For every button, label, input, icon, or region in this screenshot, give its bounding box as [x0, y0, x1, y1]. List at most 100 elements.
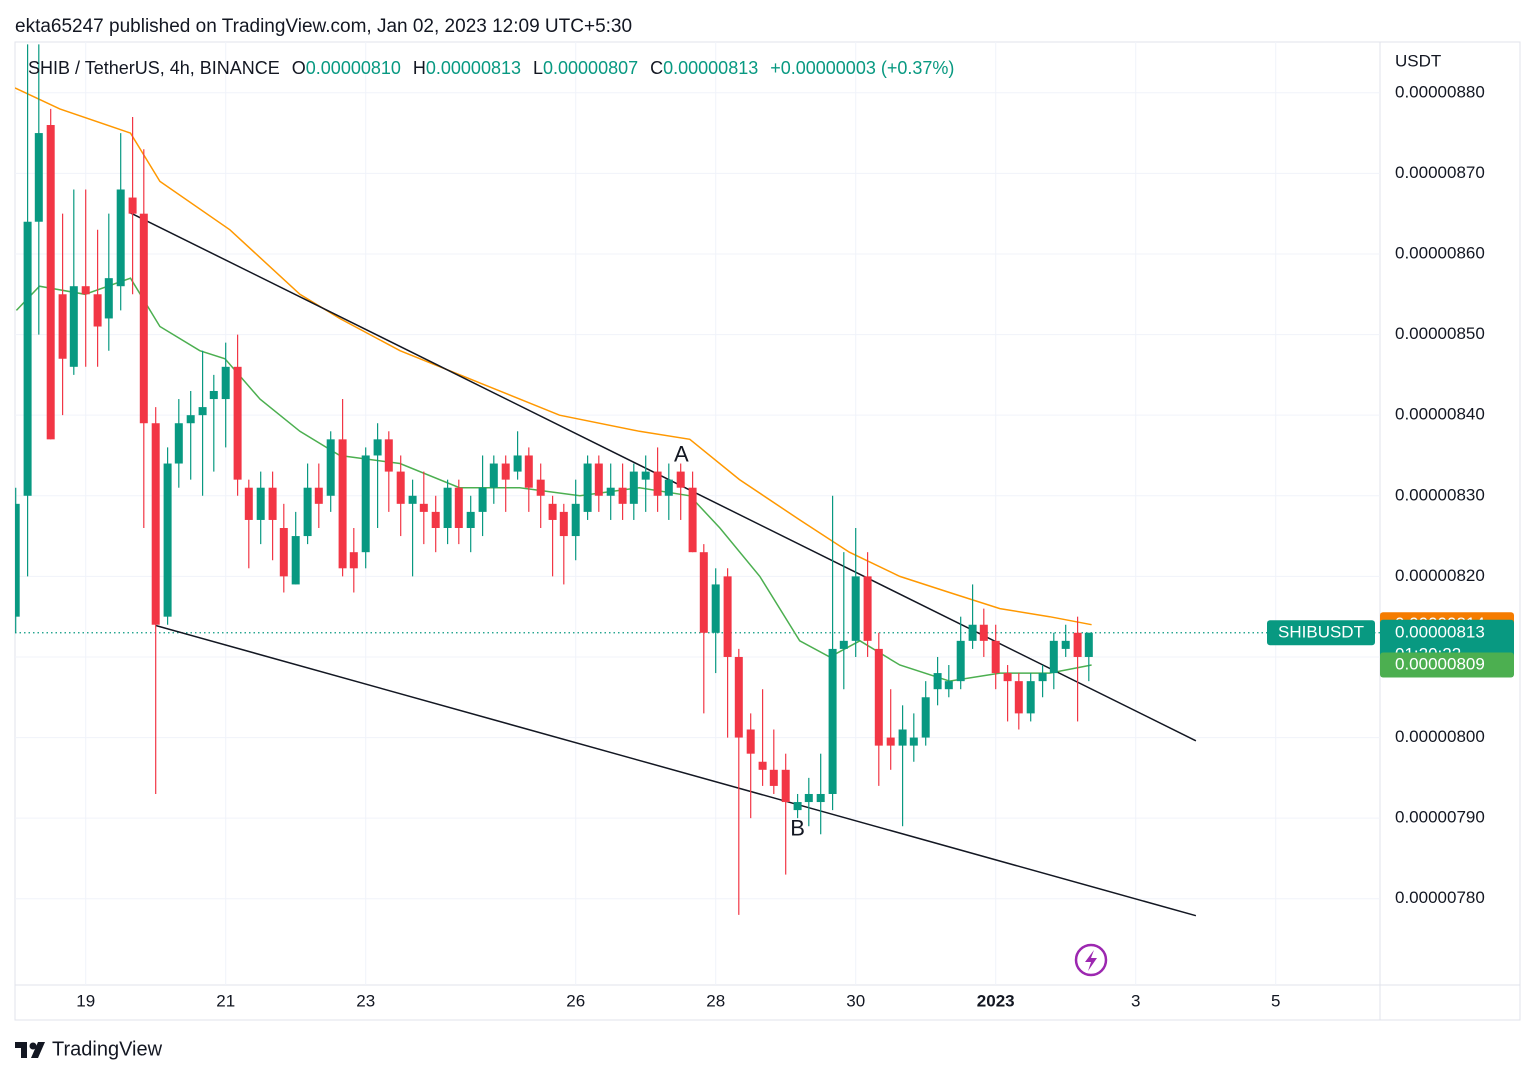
candle-body	[746, 729, 755, 754]
candle-body	[419, 503, 428, 512]
annotation-label: A	[674, 441, 689, 466]
y-tick-label: 0.00000800	[1395, 727, 1485, 746]
candle-body	[104, 278, 113, 319]
candle-body	[15, 503, 20, 617]
candle-body	[979, 624, 988, 641]
candle-body	[233, 366, 242, 480]
y-tick-label: 0.00000820	[1395, 566, 1485, 585]
candle-body	[991, 640, 1000, 674]
trendline	[130, 212, 1197, 742]
candle-body	[338, 439, 347, 569]
candle-body	[1026, 681, 1035, 714]
candle-body	[723, 576, 732, 657]
candle-body	[1003, 673, 1012, 682]
moving-average	[15, 277, 1092, 682]
candle-body	[524, 455, 533, 488]
candle-body	[408, 495, 417, 504]
candle-body	[559, 511, 568, 537]
legend-symbol: SHIB / TetherUS, 4h, BINANCE	[28, 58, 280, 78]
x-tick-label: 28	[706, 991, 725, 1010]
candle-body	[653, 471, 662, 496]
candle-body	[676, 471, 685, 488]
plot-area: AB	[15, 44, 1380, 917]
candle-body	[944, 681, 953, 690]
candle-body	[1014, 681, 1023, 714]
candle-body	[606, 487, 615, 496]
candle-body	[151, 423, 160, 625]
candle-body	[361, 455, 370, 553]
candle-body	[396, 471, 405, 504]
chart-frame	[14, 41, 1521, 1021]
candle-body	[1061, 640, 1070, 649]
trendline	[155, 624, 1197, 917]
candle-body	[804, 793, 813, 803]
x-tick-label: 23	[356, 991, 375, 1010]
legend-value: 0.00000807	[543, 58, 638, 78]
legend-change: +0.00000003 (+0.37%)	[770, 58, 954, 78]
y-tick-label: 0.00000790	[1395, 808, 1485, 827]
candle-body	[1038, 673, 1047, 682]
candle-body	[594, 463, 603, 496]
candle-body	[163, 463, 172, 617]
logo-t	[15, 1042, 27, 1058]
candle-body	[629, 471, 638, 504]
candle-body	[769, 769, 778, 786]
logo-slash	[31, 1042, 45, 1058]
candle-body	[291, 536, 300, 585]
candle-body	[116, 189, 125, 287]
candle-body	[128, 197, 137, 214]
candle-body	[443, 487, 452, 529]
candle-body	[828, 648, 837, 794]
candle-body	[781, 769, 790, 803]
legend: SHIB / TetherUS, 4h, BINANCE O0.00000810 H…	[28, 58, 954, 78]
candle-body	[349, 552, 358, 569]
candle-body	[921, 697, 930, 738]
y-tick-label: 0.00000870	[1395, 163, 1485, 182]
icon-bolt[interactable]	[1085, 950, 1097, 971]
candle-body	[874, 648, 883, 746]
candle-body	[221, 366, 230, 400]
y-tick-label: 0.00000780	[1395, 888, 1485, 907]
candle-body	[711, 584, 720, 633]
candle-body	[139, 213, 148, 424]
published-line: ekta65247 published on TradingView.com, …	[15, 16, 632, 37]
candle-body	[1084, 632, 1093, 657]
candle-body	[641, 471, 650, 480]
candle-body	[174, 423, 183, 464]
candle-body	[513, 455, 522, 472]
moving-average	[15, 87, 1092, 626]
candle-body	[583, 463, 592, 512]
legend-key: C	[650, 58, 663, 78]
candle-body	[186, 415, 195, 424]
symbol-tag-label: SHIBUSDT	[1278, 622, 1364, 641]
candle-body	[1049, 640, 1058, 674]
x-tick-label: 21	[216, 991, 235, 1010]
candle-body	[431, 511, 440, 529]
legend-key: H	[413, 58, 426, 78]
legend-value: 0.00000810	[306, 58, 401, 78]
candle-body	[268, 487, 277, 520]
candle-body	[373, 439, 382, 456]
y-tick-label: 0.00000830	[1395, 485, 1485, 504]
price-tag	[1380, 652, 1514, 678]
candle-body	[734, 656, 743, 738]
y-tick-label: 0.00000850	[1395, 324, 1485, 343]
candle-body	[34, 133, 43, 222]
candle-body	[303, 487, 312, 537]
y-axis-unit: USDT	[1395, 51, 1441, 70]
candle-body	[81, 286, 90, 295]
candle-body	[618, 487, 627, 504]
candle-body	[478, 487, 487, 512]
legend-value: 0.00000813	[663, 58, 758, 78]
candle-body	[886, 737, 895, 746]
lightning-icon[interactable]	[1074, 943, 1108, 977]
x-tick-label: 3	[1131, 991, 1140, 1010]
brand-logo	[15, 1042, 45, 1058]
brand-name: TradingView	[52, 1038, 163, 1060]
candle-body	[793, 802, 802, 811]
candle-body	[466, 511, 475, 529]
candle-body	[863, 576, 872, 641]
candle-body	[1073, 632, 1082, 657]
